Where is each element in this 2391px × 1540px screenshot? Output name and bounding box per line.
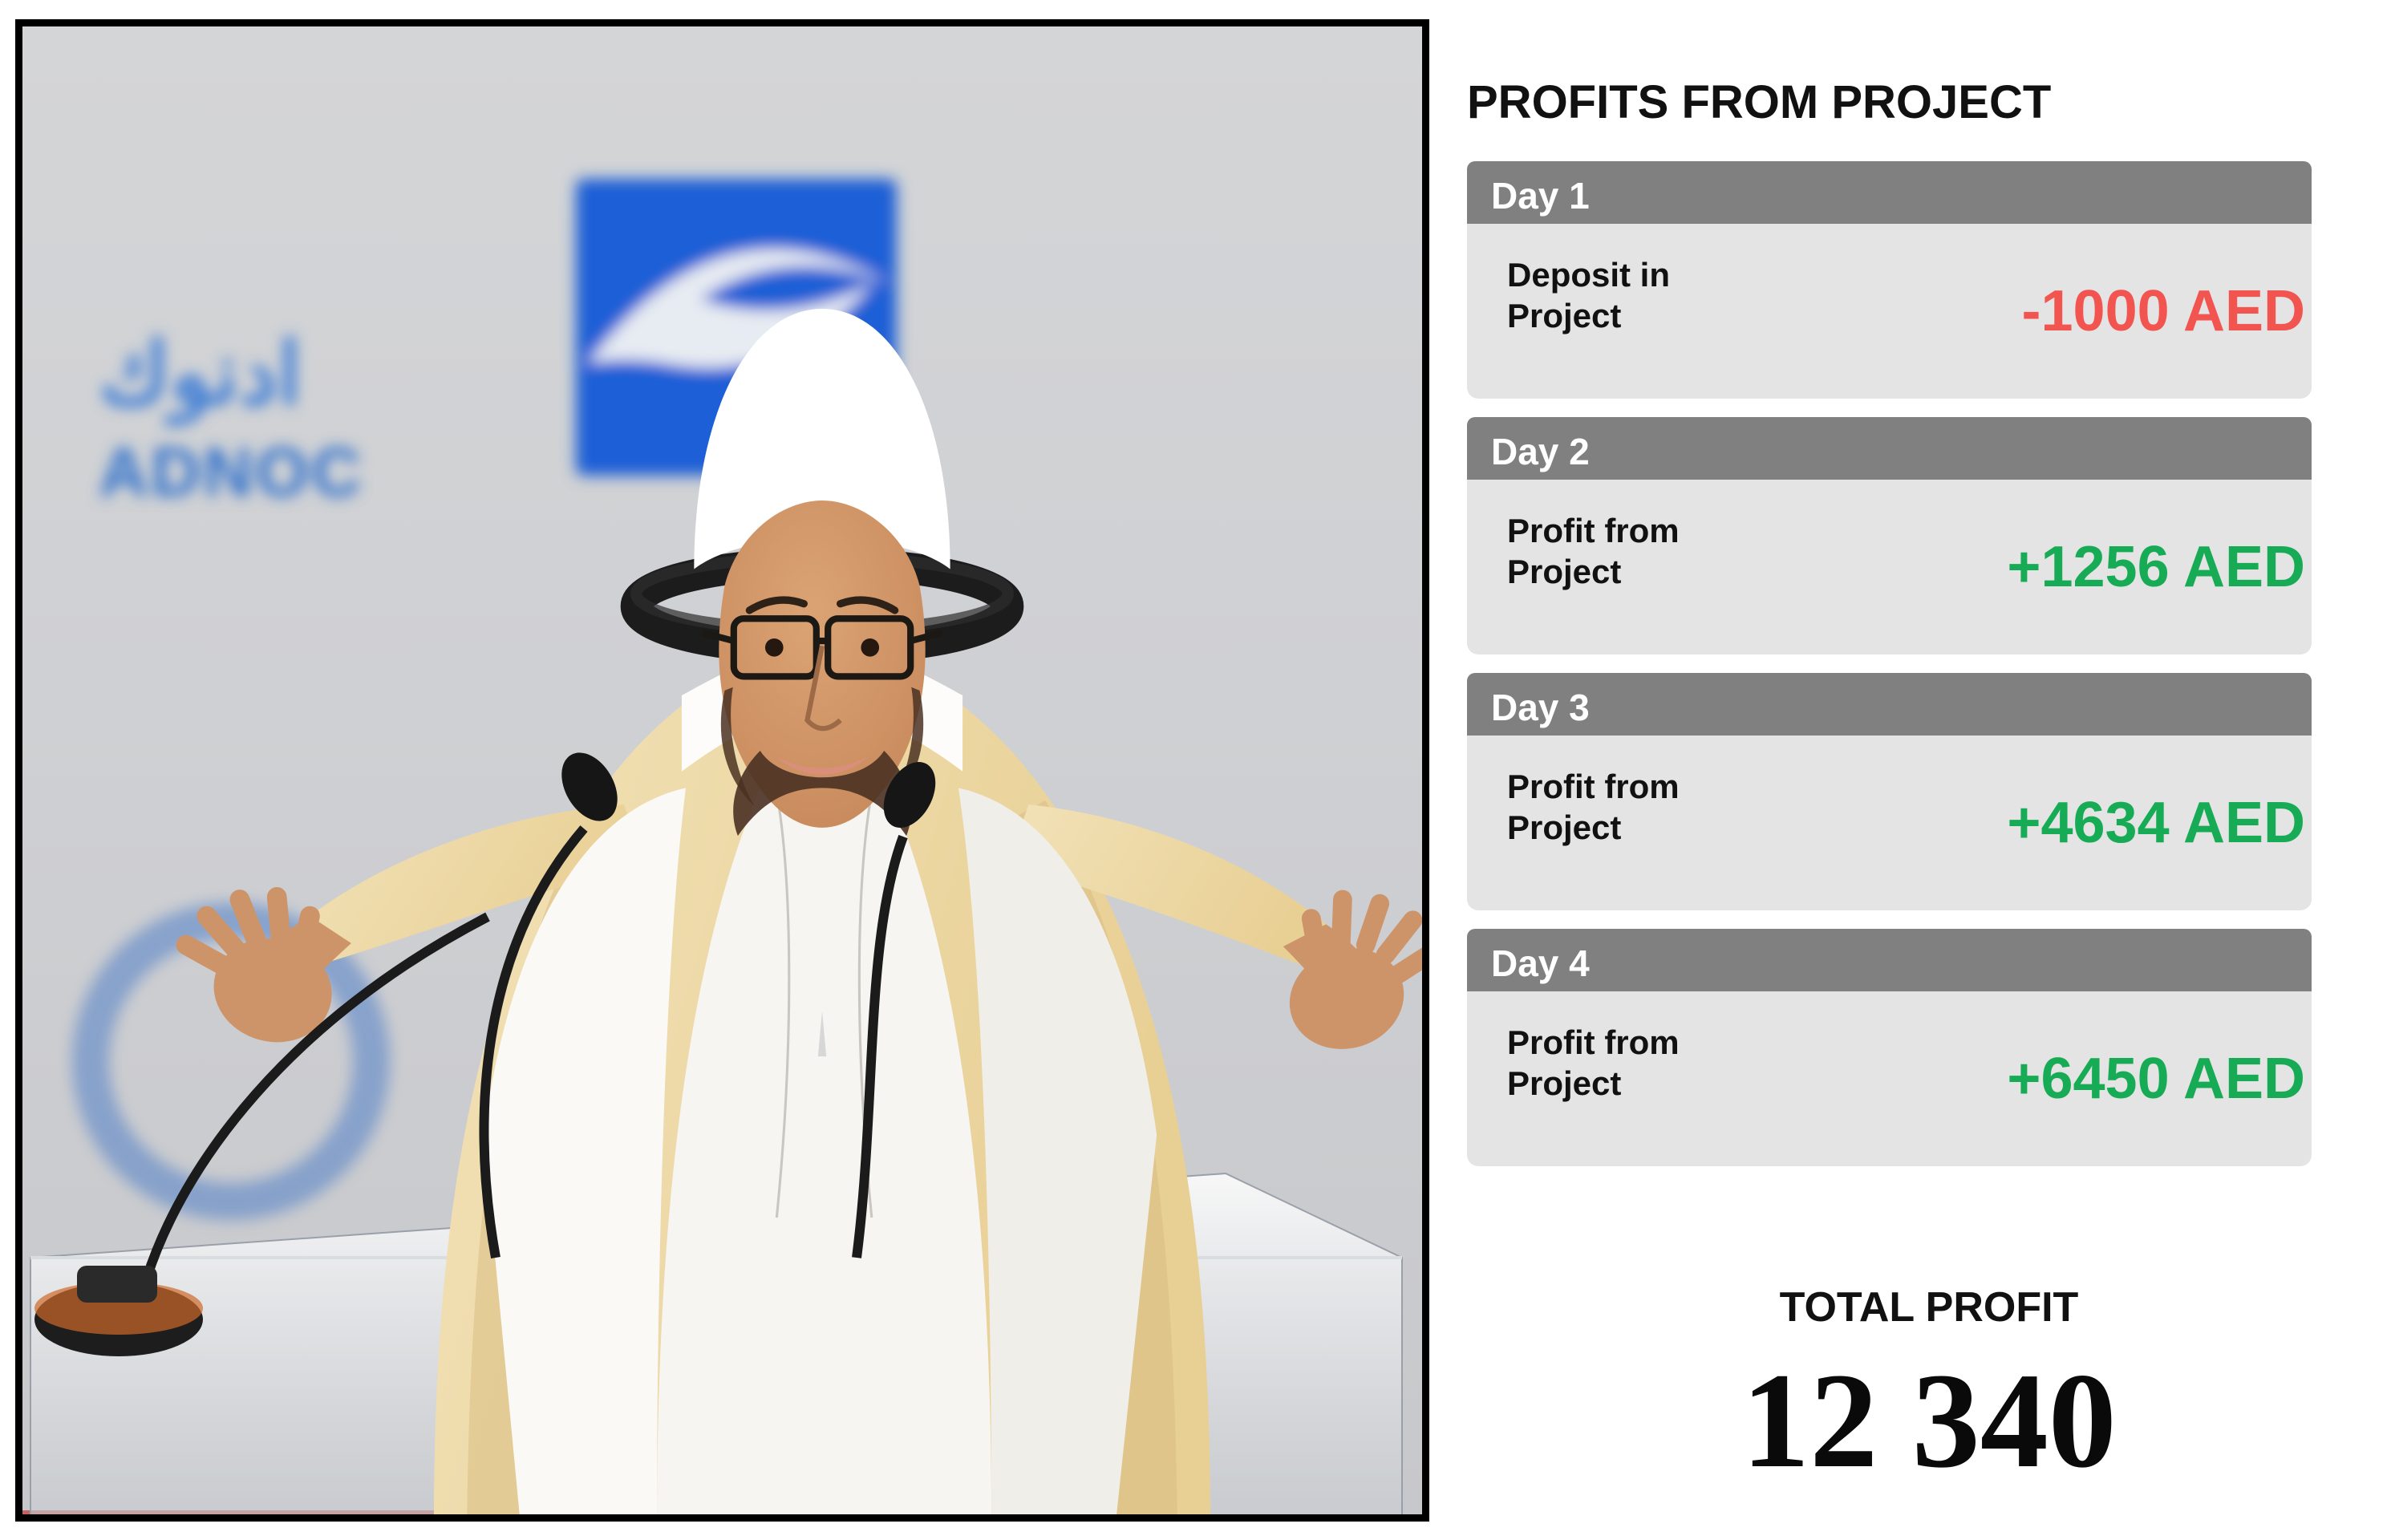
svg-text:ادنوك: ادنوك — [99, 325, 302, 427]
svg-text:ADNOC: ADNOC — [99, 434, 363, 511]
